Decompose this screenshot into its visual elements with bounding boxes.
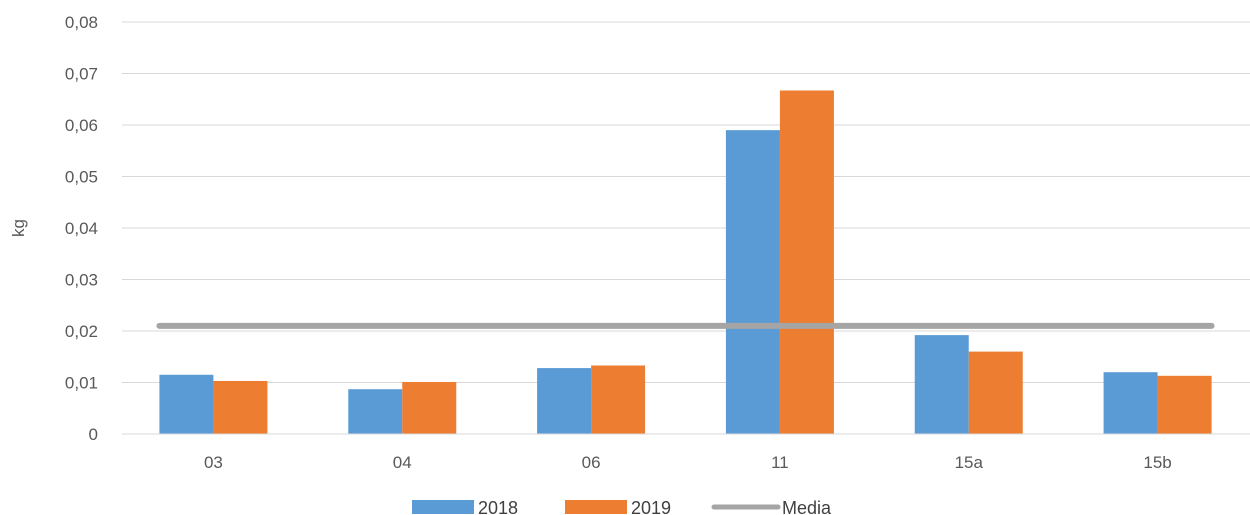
bar-2019-15a [968,351,1023,434]
bar-2018-03 [159,374,214,434]
y-tick-label: 0,02 [65,322,98,341]
legend-swatch [565,500,627,514]
bar-2019-15b [1157,375,1212,434]
legend: 2018 2019 Media [412,498,832,515]
x-tick-label: 15a [955,453,984,472]
y-tick-label: 0,08 [65,13,98,32]
x-tick-label: 15b [1143,453,1171,472]
x-tick-label: 03 [204,453,223,472]
legend-label: 2018 [478,498,518,515]
y-tick-label: 0,03 [65,271,98,290]
y-tick-label: 0,04 [65,219,98,238]
legend-swatch [412,500,474,514]
y-tick-label: 0,05 [65,168,98,187]
x-tick-label: 06 [582,453,601,472]
bar-2018-04 [348,389,403,434]
y-axis-tick-labels: 0 0,01 0,02 0,03 0,04 0,05 0,06 0,07 0,08 [65,13,98,444]
bar-2019-03 [213,380,268,434]
legend-item-2019: 2019 [565,498,671,515]
x-tick-label: 11 [771,453,789,472]
gridlines [122,21,1250,383]
bar-2019-04 [402,381,457,434]
y-tick-label: 0,06 [65,116,98,135]
x-tick-label: 04 [393,453,412,472]
legend-label: 2019 [631,498,671,515]
bar-2018-06 [537,368,592,434]
y-tick-label: 0,01 [65,374,98,393]
y-axis-title: kg [9,219,28,237]
bars [159,90,1212,435]
bar-2018-15a [914,335,969,434]
y-tick-label: 0 [89,425,98,444]
legend-item-2018: 2018 [412,498,518,515]
legend-item-Media: Media [711,498,832,515]
bar-2018-11 [725,130,780,434]
y-tick-label: 0,07 [65,65,98,84]
bar-2019-11 [779,90,834,435]
bar-2019-06 [591,365,646,434]
legend-label: Media [782,498,832,515]
x-axis-tick-labels: 03 04 06 11 15a 15b [204,453,1172,472]
bar-2018-15b [1103,372,1158,434]
